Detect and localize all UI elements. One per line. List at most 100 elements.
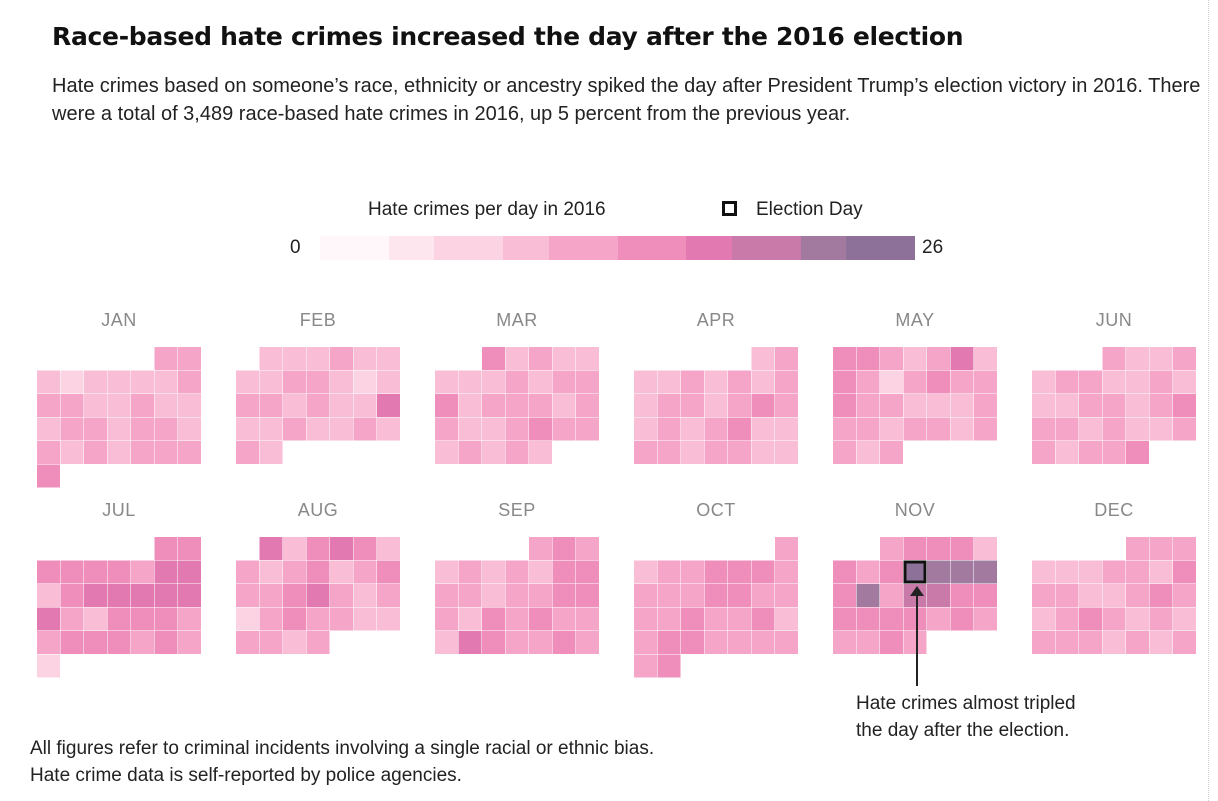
day-cell bbox=[1032, 631, 1055, 654]
day-cell bbox=[37, 560, 60, 584]
day-cell bbox=[1173, 560, 1196, 584]
day-cell bbox=[236, 370, 259, 394]
day-cell bbox=[950, 370, 974, 394]
legend-max-label: 26 bbox=[922, 237, 944, 258]
day-cell bbox=[903, 370, 927, 394]
day-cell bbox=[728, 584, 751, 607]
day-cell bbox=[84, 607, 107, 631]
day-cell bbox=[353, 584, 377, 607]
day-cell bbox=[154, 370, 178, 394]
day-cell bbox=[154, 441, 178, 464]
day-cell bbox=[880, 394, 903, 417]
day-cell bbox=[1173, 370, 1196, 394]
day-cell bbox=[880, 584, 903, 607]
day-cell bbox=[1055, 441, 1079, 464]
day-cell bbox=[283, 347, 306, 370]
day-cell bbox=[704, 607, 728, 631]
month-grid-jul bbox=[37, 537, 201, 678]
day-cell bbox=[259, 537, 283, 560]
day-cell bbox=[1079, 631, 1102, 654]
day-cell bbox=[107, 441, 131, 464]
day-cell bbox=[435, 607, 458, 631]
legend-color-step bbox=[342, 236, 366, 260]
day-cell bbox=[505, 417, 529, 441]
month-label-nov: NOV bbox=[894, 500, 936, 520]
day-cell bbox=[178, 631, 201, 654]
legend-color-step bbox=[732, 236, 755, 260]
day-cell bbox=[974, 607, 997, 631]
day-cell bbox=[60, 607, 84, 631]
day-cell bbox=[1149, 347, 1173, 370]
annotation-line bbox=[916, 590, 918, 686]
day-cell bbox=[1149, 584, 1173, 607]
day-cell bbox=[903, 560, 927, 584]
day-cell bbox=[259, 417, 283, 441]
day-cell bbox=[880, 441, 903, 464]
subtitle: Hate crimes based on someone’s race, eth… bbox=[52, 75, 1201, 125]
day-cell bbox=[974, 537, 997, 560]
day-cell bbox=[283, 631, 306, 654]
day-cell bbox=[131, 631, 154, 654]
day-cell bbox=[880, 607, 903, 631]
day-cell bbox=[657, 560, 681, 584]
day-cell bbox=[178, 347, 201, 370]
legend-color-step bbox=[594, 236, 618, 260]
day-cell bbox=[60, 631, 84, 654]
day-cell bbox=[505, 631, 529, 654]
day-cell bbox=[353, 347, 377, 370]
day-cell bbox=[259, 347, 283, 370]
day-cell bbox=[330, 394, 353, 417]
day-cell bbox=[1079, 370, 1102, 394]
day-cell bbox=[236, 584, 259, 607]
day-cell bbox=[1079, 584, 1102, 607]
day-cell bbox=[634, 394, 657, 417]
day-cell bbox=[178, 607, 201, 631]
day-cell bbox=[704, 441, 728, 464]
day-cell bbox=[833, 370, 856, 394]
day-cell bbox=[529, 394, 552, 417]
day-cell bbox=[37, 654, 60, 678]
day-cell bbox=[880, 370, 903, 394]
month-label-may: MAY bbox=[895, 310, 935, 330]
day-cell bbox=[1032, 584, 1055, 607]
day-cell bbox=[458, 370, 482, 394]
day-cell bbox=[833, 347, 856, 370]
day-cell bbox=[775, 631, 798, 654]
day-cell bbox=[751, 370, 775, 394]
day-cell bbox=[704, 584, 728, 607]
day-cell bbox=[529, 441, 552, 464]
day-cell bbox=[482, 607, 505, 631]
legend-color-step bbox=[686, 236, 710, 260]
day-cell bbox=[353, 394, 377, 417]
day-cell bbox=[552, 370, 576, 394]
legend-color-step bbox=[617, 236, 641, 260]
day-cell bbox=[657, 631, 681, 654]
month-grid-jun bbox=[1032, 347, 1196, 464]
day-cell bbox=[657, 370, 681, 394]
day-cell bbox=[353, 417, 377, 441]
day-cell bbox=[1079, 560, 1102, 584]
day-cell bbox=[84, 370, 107, 394]
day-cell bbox=[974, 394, 997, 417]
month-label-dec: DEC bbox=[1094, 500, 1134, 520]
legend-color-step bbox=[777, 236, 801, 260]
day-cell bbox=[950, 537, 974, 560]
legend-color-step bbox=[526, 236, 549, 260]
day-cell bbox=[974, 417, 997, 441]
day-cell bbox=[283, 584, 306, 607]
day-cell bbox=[529, 537, 552, 560]
day-cell bbox=[107, 631, 131, 654]
day-cell bbox=[1032, 394, 1055, 417]
day-cell bbox=[1149, 394, 1173, 417]
day-cell bbox=[1173, 584, 1196, 607]
day-cell bbox=[259, 560, 283, 584]
legend-color-scale bbox=[320, 236, 916, 260]
day-cell bbox=[1079, 394, 1102, 417]
day-cell bbox=[552, 417, 576, 441]
day-cell bbox=[751, 631, 775, 654]
day-cell bbox=[856, 631, 880, 654]
legend-color-step bbox=[892, 236, 916, 260]
day-cell bbox=[1032, 607, 1055, 631]
day-cell bbox=[505, 560, 529, 584]
day-cell bbox=[1055, 607, 1079, 631]
